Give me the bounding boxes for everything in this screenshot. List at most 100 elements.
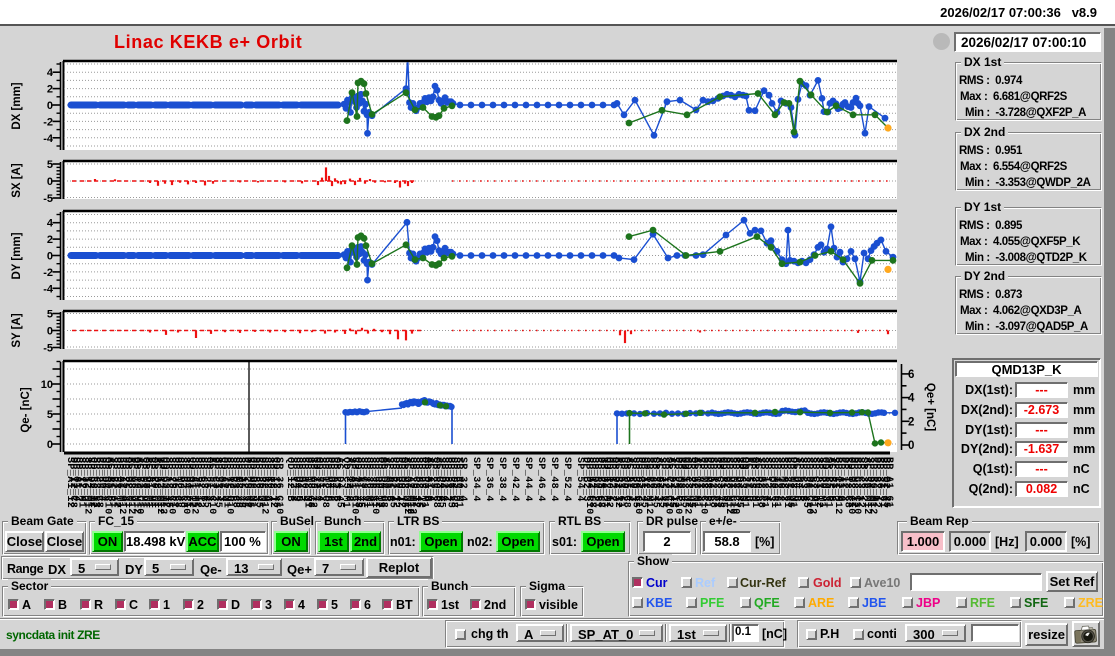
svg-text:SP_M8_2: SP_M8_2 [778,457,789,502]
svg-text:SP_A1_C10: SP_A1_C10 [349,457,360,514]
svg-text:BP_51_61: BP_51_61 [615,457,626,508]
svg-text:AC_51_B: AC_51_B [742,457,753,502]
svg-text:DP_25_C8: DP_25_C8 [595,457,606,508]
svg-text:SP_A1_45: SP_A1_45 [638,457,649,508]
svg-text:AC_B2_C10: AC_B2_C10 [134,457,145,514]
svg-text:SP_34_4: SP_34_4 [470,457,481,502]
svg-text:SP_51_4: SP_51_4 [70,457,81,502]
svg-text:DP_B2_61: DP_B2_61 [122,457,133,508]
svg-text:6: 6 [908,369,914,381]
svg-text:SP_D4_C10: SP_D4_C10 [803,457,814,514]
svg-text:DP_12_C8: DP_12_C8 [67,457,78,508]
svg-text:AC_R0_3: AC_R0_3 [752,457,763,502]
svg-text:QD_25_M1: QD_25_M1 [739,457,750,508]
svg-text:DP_12_2: DP_12_2 [838,457,849,502]
svg-text:SP_A1_2: SP_A1_2 [694,457,705,502]
svg-text:SP_A1_M12: SP_A1_M12 [189,457,200,514]
svg-text:DP_51_12: DP_51_12 [389,457,400,508]
svg-text:AC_51_B: AC_51_B [421,457,432,502]
svg-text:SP_32_4: SP_32_4 [457,457,468,502]
svg-text:QD_51_45: QD_51_45 [352,457,363,508]
svg-text:AC_A1_4: AC_A1_4 [424,457,435,502]
svg-text:SX [A]: SX [A] [11,163,23,198]
svg-text:SP_B2_C8: SP_B2_C8 [755,457,766,508]
svg-text:SP_12_M12: SP_12_M12 [81,457,92,514]
svg-text:DP_12_M1: DP_12_M1 [301,457,312,508]
svg-text:4: 4 [908,393,915,405]
svg-text:BP_12_M12: BP_12_M12 [131,457,142,514]
svg-text:SP_B2_61: SP_B2_61 [710,457,721,508]
svg-text:SP_36_4: SP_36_4 [366,457,377,502]
svg-text:SP_M8_B: SP_M8_B [322,457,333,502]
svg-text:0: 0 [47,176,53,188]
svg-text:SP_12_C8: SP_12_C8 [707,457,718,508]
svg-text:SP_25_2: SP_25_2 [427,457,438,502]
svg-text:SP_51_2: SP_51_2 [829,457,840,502]
svg-text:BP_C3_3: BP_C3_3 [128,457,139,502]
svg-text:SP_R0_12: SP_R0_12 [372,457,383,508]
svg-text:BP_12_C8: BP_12_C8 [171,457,182,508]
svg-text:SP_12_4: SP_12_4 [762,457,773,502]
svg-text:DP_D4_C10: DP_D4_C10 [672,457,683,514]
svg-text:BP_25_M1: BP_25_M1 [221,457,232,508]
svg-text:SP_25_12: SP_25_12 [415,457,426,508]
svg-text:SP_D4_2: SP_D4_2 [328,457,339,502]
svg-text:BP_R0_C10: BP_R0_C10 [102,457,113,514]
svg-text:SP_36_45: SP_36_45 [800,457,811,508]
svg-text:SP_51_45: SP_51_45 [784,457,795,508]
svg-text:SP_25_B: SP_25_B [330,457,341,502]
svg-text:AC_B2_B: AC_B2_B [826,457,837,502]
svg-text:QD_12_B: QD_12_B [284,457,295,502]
svg-text:AC_36_M12: AC_36_M12 [401,457,412,514]
svg-text:QD_51_4: QD_51_4 [313,457,324,502]
svg-text:SP_51_2: SP_51_2 [316,457,327,502]
svg-text:SP_D4_C10: SP_D4_C10 [180,457,191,514]
svg-text:-2: -2 [43,267,53,279]
svg-text:QD_36_12: QD_36_12 [87,457,98,508]
svg-text:SP_R0_61: SP_R0_61 [592,457,603,508]
svg-text:SP_36_3: SP_36_3 [215,457,226,502]
svg-text:DP_B2_12: DP_B2_12 [870,457,881,508]
svg-text:SP_B2_B: SP_B2_B [226,457,237,502]
svg-text:QD_12_45: QD_12_45 [678,457,689,508]
svg-text:0: 0 [47,326,53,338]
svg-text:DP_B2_3: DP_B2_3 [250,457,261,502]
svg-text:SP_C3_61: SP_C3_61 [90,457,101,508]
svg-text:SP_12_3: SP_12_3 [640,457,651,502]
svg-text:SP_A1_B: SP_A1_B [384,457,395,502]
svg-text:QD_D4_M12: QD_D4_M12 [157,457,168,514]
svg-text:SP_25_3: SP_25_3 [450,457,461,502]
svg-text:2: 2 [47,234,53,246]
svg-text:SP_B2_4: SP_B2_4 [439,457,450,502]
svg-text:SP_C3_4: SP_C3_4 [357,457,368,502]
svg-text:SP_25_12: SP_25_12 [669,457,680,508]
svg-text:5: 5 [47,409,53,421]
svg-text:SY [A]: SY [A] [11,313,23,347]
svg-text:AC_D4_45: AC_D4_45 [333,457,344,508]
svg-text:SP_D4_2: SP_D4_2 [597,457,608,502]
svg-text:DP_25_4: DP_25_4 [119,457,130,502]
svg-text:BP_B2_45: BP_B2_45 [880,457,891,508]
svg-text:SP_B2_M12: SP_B2_M12 [643,457,654,514]
svg-text:SP_A1_3: SP_A1_3 [346,457,357,502]
svg-text:SP_48_4: SP_48_4 [548,457,559,502]
svg-text:DP_B2_3: DP_B2_3 [580,457,591,502]
svg-text:QD_A1_45: QD_A1_45 [717,457,728,508]
svg-text:SP_B2_45: SP_B2_45 [413,457,424,508]
svg-text:SP_51_45: SP_51_45 [212,457,223,508]
svg-text:AC_A1_4: AC_A1_4 [624,457,635,502]
svg-text:SP_51_M1: SP_51_M1 [137,457,148,508]
svg-text:SP_A1_M12: SP_A1_M12 [404,457,415,514]
svg-text:QD_B2_C10: QD_B2_C10 [845,457,856,514]
svg-text:SP_C3_12: SP_C3_12 [854,457,865,508]
svg-text:SP_R0_2: SP_R0_2 [618,457,629,502]
svg-text:BP_B2_M1: BP_B2_M1 [688,457,699,508]
svg-text:SP_25_61: SP_25_61 [822,457,833,508]
svg-text:AC_D4_45: AC_D4_45 [666,457,677,508]
svg-text:BP_A1_61: BP_A1_61 [883,457,894,508]
svg-text:QD_C3_M12: QD_C3_M12 [682,457,693,514]
svg-text:SP_12_45: SP_12_45 [163,457,174,508]
svg-text:SP_12_C8: SP_12_C8 [319,457,330,508]
svg-text:SP_12_4: SP_12_4 [287,457,298,502]
svg-text:5: 5 [47,159,53,171]
